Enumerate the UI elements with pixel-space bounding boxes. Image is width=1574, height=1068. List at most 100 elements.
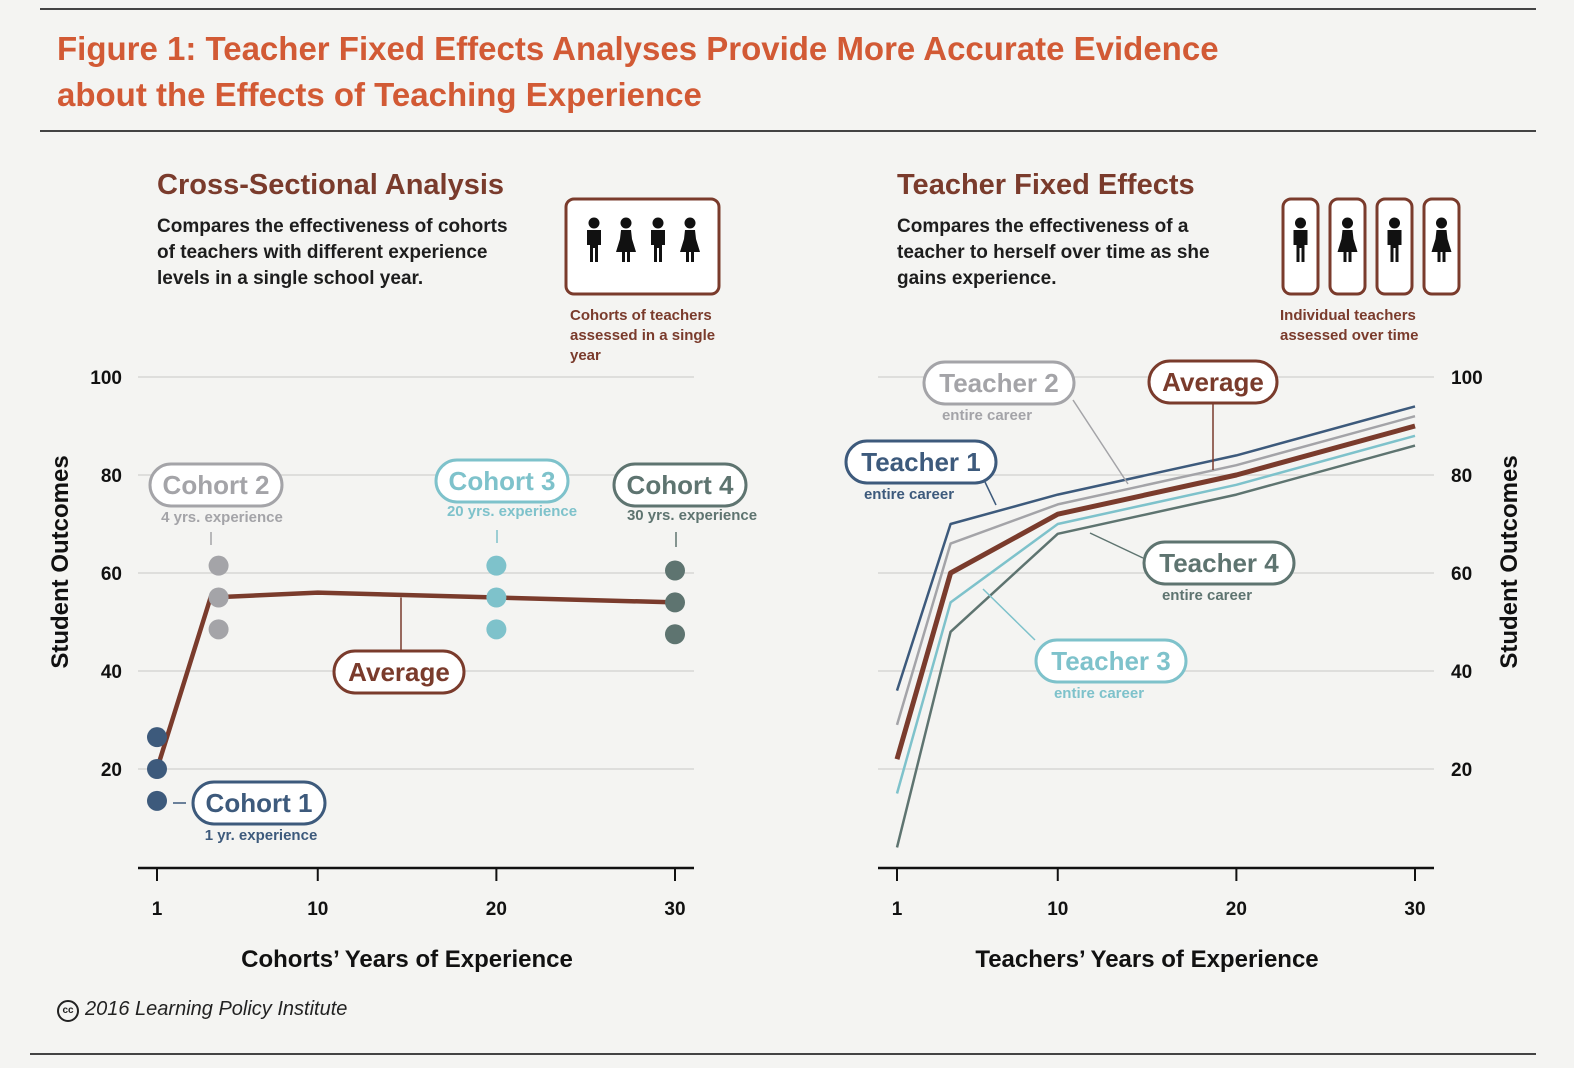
cohort-point xyxy=(147,759,167,779)
teacher3-leader xyxy=(982,588,1036,641)
right-desc-line1: Compares the effectiveness of a xyxy=(897,216,1189,237)
cohort4-callout-box xyxy=(612,462,748,508)
x-tick-label: 1 xyxy=(152,899,163,920)
y-tick-label: 100 xyxy=(1451,368,1483,389)
cohort-point xyxy=(208,619,229,640)
figure-title-line2: about the Effects of Teaching Experience xyxy=(57,76,702,113)
cohort-point xyxy=(147,727,167,748)
cohort1-callout-label: Cohort 1 xyxy=(206,788,313,818)
y-tick-label: 20 xyxy=(101,760,122,781)
cohort-point xyxy=(208,587,229,608)
title-rule xyxy=(40,130,1536,132)
y-tick-label: 20 xyxy=(1451,760,1472,781)
cohort3-callout-label: Cohort 3 xyxy=(449,466,556,496)
figure-title: Figure 1: Teacher Fixed Effects Analyses… xyxy=(57,26,1219,118)
left-desc-line3: levels in a single school year. xyxy=(157,268,424,289)
cohort-point xyxy=(147,790,167,811)
figure-title-line1: Figure 1: Teacher Fixed Effects Analyses… xyxy=(57,30,1219,67)
y-tick-label: 80 xyxy=(1451,466,1472,487)
footer-credit: cc 2016 Learning Policy Institute xyxy=(57,998,347,1022)
teacher2-leader xyxy=(1072,399,1129,485)
cohort3-callout-sublabel: 20 yrs. experience xyxy=(447,503,577,520)
x-axis-title: Cohorts’ Years of Experience xyxy=(241,946,573,973)
cohort-point xyxy=(486,587,507,608)
right-icon-caption-line1: Individual teachers xyxy=(1280,307,1416,324)
y-axis-title: Student Outcomes xyxy=(47,455,74,668)
cohort-point xyxy=(486,619,507,640)
left-desc-line1: Compares the effectiveness of cohorts xyxy=(157,216,508,237)
cohort-point xyxy=(665,624,685,645)
right-icon-caption-line2: assessed over time xyxy=(1280,327,1419,344)
x-tick-label: 20 xyxy=(486,899,507,920)
teacher4-callout-sublabel: entire career xyxy=(1162,587,1252,604)
left-panel-title: Cross-Sectional Analysis xyxy=(157,169,505,201)
teacher4-callout-box xyxy=(1142,540,1296,586)
cohort2-callout-label: Cohort 2 xyxy=(163,470,270,500)
left-icon-caption-line3: year xyxy=(570,347,601,364)
x-tick-label: 30 xyxy=(664,899,685,920)
teacher4-leader xyxy=(1089,532,1144,559)
teacher1-callout-box xyxy=(844,439,998,485)
teacher2-callout-label: Teacher 2 xyxy=(939,368,1058,398)
teacher4-callout-label: Teacher 4 xyxy=(1159,548,1279,578)
cohort4-callout-sublabel: 30 yrs. experience xyxy=(627,507,757,524)
x-tick-label: 1 xyxy=(892,899,903,920)
cohort-group-icon xyxy=(564,197,721,296)
teacher2-callout-box xyxy=(922,360,1076,406)
cohort-point xyxy=(208,555,229,576)
left-icon-caption-line2: assessed in a single xyxy=(570,327,716,344)
x-tick-label: 20 xyxy=(1226,899,1247,920)
y-tick-label: 100 xyxy=(90,368,122,389)
top-rule xyxy=(40,8,1536,10)
teacher2-callout-sublabel: entire career xyxy=(942,407,1032,424)
y-tick-label: 40 xyxy=(1451,662,1472,683)
teacher3-callout-sublabel: entire career xyxy=(1054,685,1144,702)
series-line xyxy=(895,405,1416,691)
teacher3-callout-box xyxy=(1034,638,1188,684)
left-panel-description: Compares the effectiveness of cohorts of… xyxy=(157,214,508,292)
teacher3-callout-label: Teacher 3 xyxy=(1051,646,1170,676)
average-callout-right-label: Average xyxy=(1162,367,1264,397)
right-panel-description: Compares the effectiveness of a teacher … xyxy=(897,214,1210,292)
cohort1-callout-box xyxy=(191,780,327,826)
cohort1-callout-sublabel: 1 yr. experience xyxy=(205,827,318,844)
teacher1-callout-label: Teacher 1 xyxy=(861,447,980,477)
y-tick-label: 80 xyxy=(101,466,122,487)
cohort-point xyxy=(665,592,685,613)
x-tick-label: 10 xyxy=(1047,899,1068,920)
cohort2-callout-sublabel: 4 yrs. experience xyxy=(161,509,283,526)
x-tick-label: 10 xyxy=(307,899,328,920)
bottom-rule xyxy=(30,1053,1536,1055)
y-axis-title: Student Outcomes xyxy=(1496,455,1523,668)
series-line xyxy=(895,414,1416,726)
cohort4-callout-label: Cohort 4 xyxy=(627,470,734,500)
series-line xyxy=(895,444,1416,848)
cohort-point xyxy=(665,560,685,581)
average-line xyxy=(154,590,676,770)
series-line xyxy=(894,423,1416,760)
series-line xyxy=(895,434,1416,794)
average-callout-left-box xyxy=(332,649,466,695)
right-icon-caption: Individual teachers assessed over time xyxy=(1280,306,1418,346)
right-desc-line3: gains experience. xyxy=(897,268,1057,289)
y-tick-label: 60 xyxy=(1451,564,1472,585)
teacher1-callout-sublabel: entire career xyxy=(864,486,954,503)
left-desc-line2: of teachers with different experience xyxy=(157,242,488,263)
average-callout-right-box xyxy=(1147,359,1279,405)
cohort2-callout-box xyxy=(148,462,284,508)
right-panel-title: Teacher Fixed Effects xyxy=(897,169,1195,201)
x-axis-title: Teachers’ Years of Experience xyxy=(975,946,1318,973)
footer-text: 2016 Learning Policy Institute xyxy=(85,998,348,1020)
left-icon-caption-line1: Cohorts of teachers xyxy=(570,307,712,324)
cohort3-callout-box xyxy=(434,458,570,504)
teacher1-leader xyxy=(984,481,997,506)
x-tick-label: 30 xyxy=(1404,899,1425,920)
left-icon-caption: Cohorts of teachers assessed in a single… xyxy=(570,306,715,366)
right-desc-line2: teacher to herself over time as she xyxy=(897,242,1210,263)
average-callout-left-label: Average xyxy=(348,657,450,687)
cohort-point xyxy=(486,555,507,576)
y-tick-label: 40 xyxy=(101,662,122,683)
y-tick-label: 60 xyxy=(101,564,122,585)
creative-commons-icon: cc xyxy=(57,1000,79,1022)
